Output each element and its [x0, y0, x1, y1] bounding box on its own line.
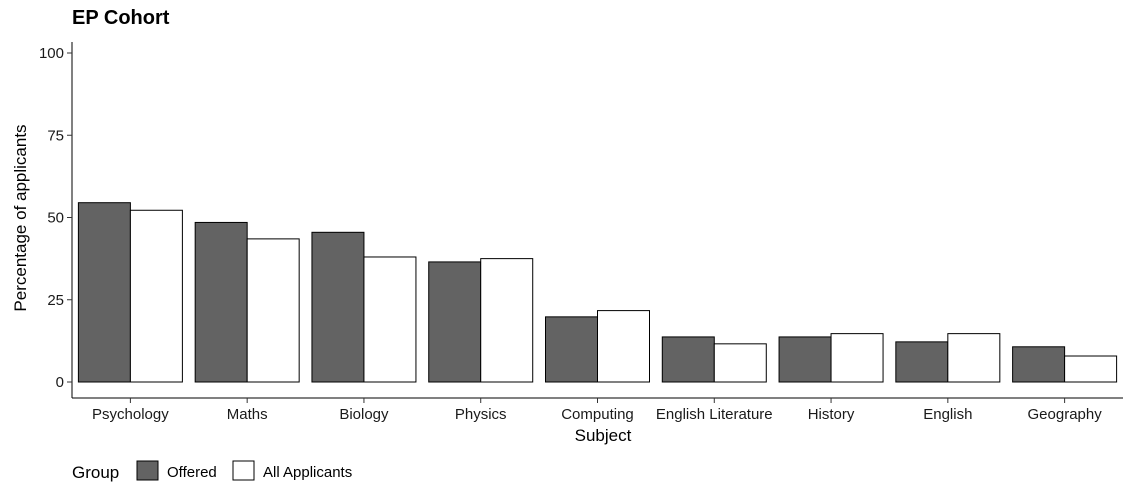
x-tick-label: Biology [339, 406, 389, 423]
bar-all-applicants [947, 333, 1001, 383]
y-tick-label: 25 [47, 292, 64, 309]
bar-offered [311, 231, 365, 383]
bar-offered [194, 221, 248, 383]
bar-all-applicants [713, 343, 767, 383]
x-tick-label: Computing [561, 406, 634, 423]
legend-label-offered: Offered [167, 464, 217, 481]
bar-all-applicants [363, 256, 417, 383]
bar-all-applicants [1064, 355, 1118, 383]
bar-all-applicants [480, 258, 534, 383]
bar-offered [1012, 346, 1066, 383]
bar-offered [895, 341, 949, 383]
x-tick-label: Psychology [92, 406, 169, 423]
bar-all-applicants [830, 333, 884, 383]
legend-swatch-all-applicants [232, 460, 255, 481]
x-tick-label: English Literature [656, 406, 773, 423]
y-axis-title: Percentage of applicants [11, 124, 30, 311]
legend-label-all-applicants: All Applicants [263, 464, 352, 481]
bar-all-applicants [129, 209, 183, 383]
bar-offered [545, 316, 598, 383]
x-tick-label: Physics [455, 406, 507, 423]
x-tick-label: History [808, 406, 855, 423]
y-tick-label: 0 [56, 374, 64, 391]
bar-offered [778, 336, 832, 383]
y-tick-label: 100 [39, 45, 64, 62]
bar-offered [428, 261, 482, 383]
y-tick-label: 75 [47, 127, 64, 144]
x-tick-label: Maths [227, 406, 268, 423]
bar-all-applicants [597, 310, 650, 383]
chart-title: EP Cohort [72, 7, 170, 29]
bar-offered [77, 202, 131, 383]
y-tick-label: 50 [47, 210, 64, 227]
x-tick-label: Geography [1028, 406, 1103, 423]
legend: Group Offered All Applicants [72, 460, 352, 482]
plot-area: 0 25 50 75 100 Psychology Maths Biology Physics C… [39, 42, 1123, 423]
bar-offered [661, 336, 715, 383]
legend-swatch-offered [136, 460, 159, 481]
x-axis-title: Subject [575, 426, 632, 445]
x-tick-label: English [923, 406, 972, 423]
legend-title: Group [72, 463, 119, 482]
bar-all-applicants [246, 238, 300, 383]
